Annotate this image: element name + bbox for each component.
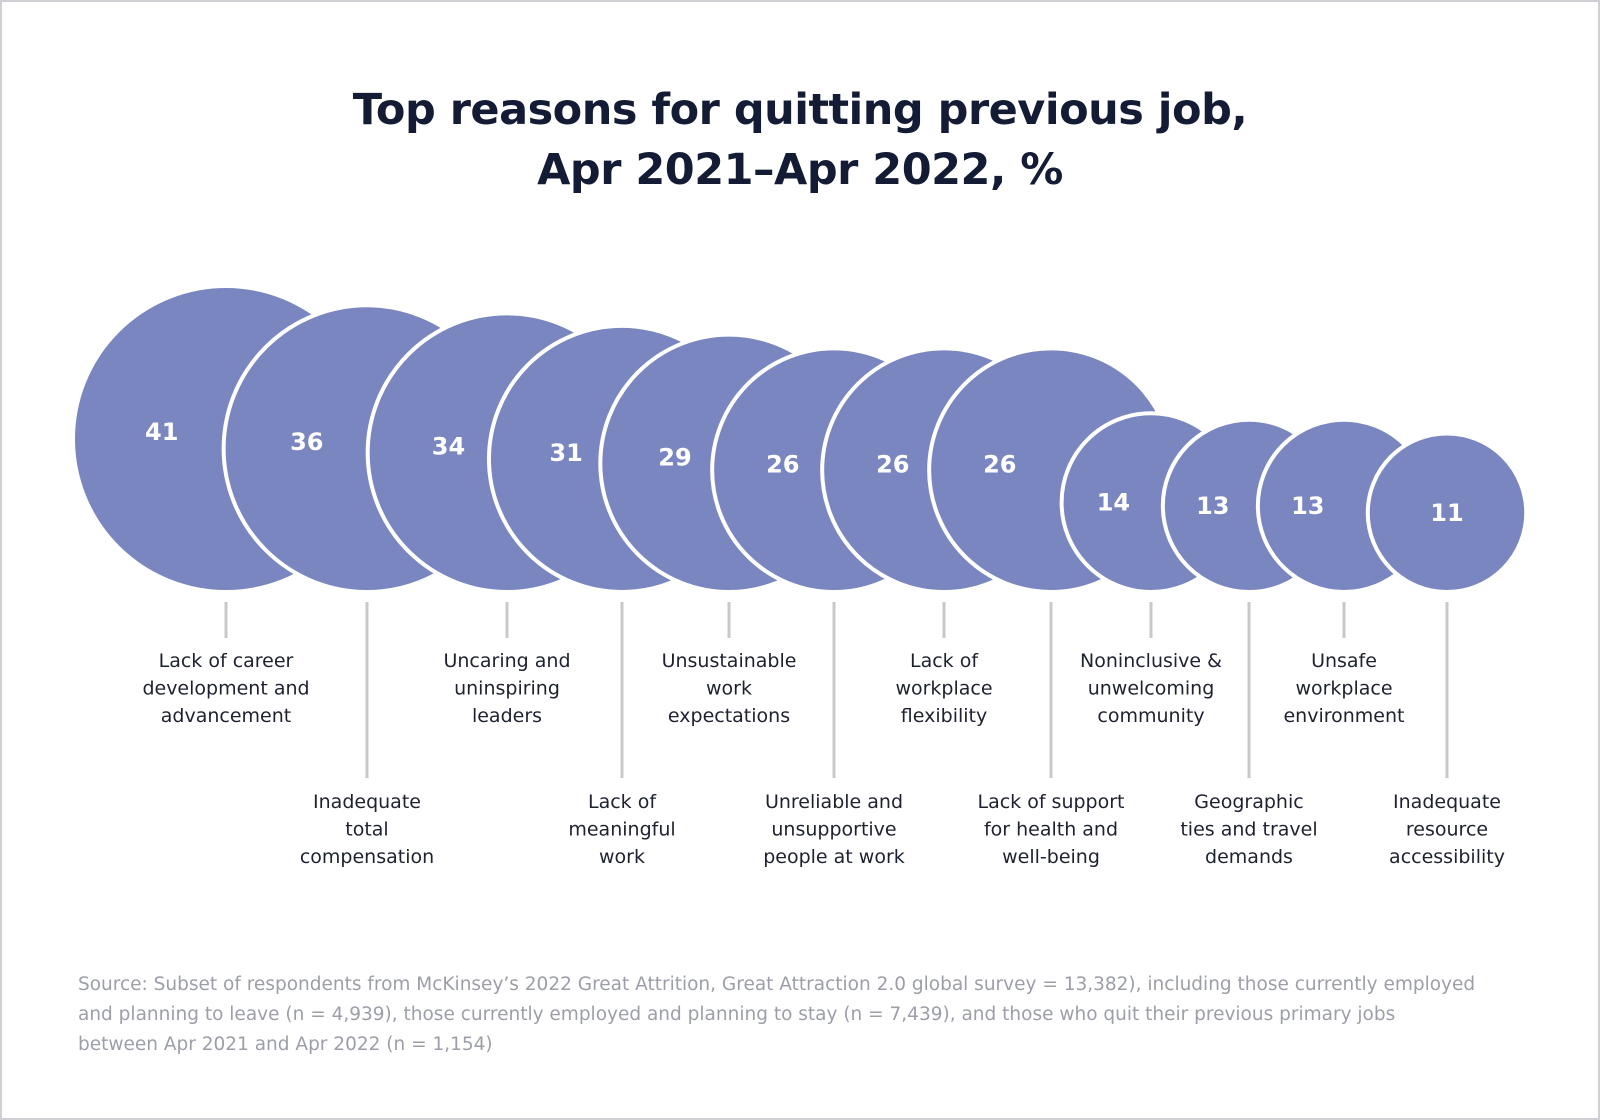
category-label-4-line-1: Lack of <box>588 791 657 813</box>
category-label-3-line-1: Uncaring and <box>443 650 570 672</box>
bubble-value-3: 34 <box>432 432 465 460</box>
category-label-9-line-3: community <box>1097 705 1204 727</box>
category-label-1-line-3: advancement <box>161 705 291 727</box>
category-label-6-line-3: people at work <box>763 846 905 868</box>
category-label-3-line-3: leaders <box>472 705 542 727</box>
category-label-5-line-1: Unsustainable <box>662 650 797 672</box>
category-label-1-line-2: development and <box>142 678 309 700</box>
source-note: Source: Subset of respondents from McKin… <box>78 974 1476 1055</box>
category-label-11-line-1: Unsafe <box>1311 650 1377 672</box>
bubble-value-7: 26 <box>876 451 909 479</box>
category-label-1-line-1: Lack of career <box>159 650 294 672</box>
category-label-9-line-2: unwelcoming <box>1088 678 1215 700</box>
bubble-value-2: 36 <box>290 428 323 456</box>
bubble-value-1: 41 <box>145 418 178 446</box>
category-label-10-line-1: Geographic <box>1194 791 1303 813</box>
category-label-10-line-3: demands <box>1205 846 1293 868</box>
bubble-value-8: 26 <box>983 451 1016 479</box>
category-label-2-line-2: total <box>345 819 388 841</box>
category-label-2-line-3: compensation <box>300 846 434 868</box>
bubble-value-10: 13 <box>1196 492 1229 520</box>
category-label-7-line-2: workplace <box>895 678 992 700</box>
bubble-value-11: 13 <box>1291 492 1324 520</box>
chart-title-line-2: Apr 2021–Apr 2022, % <box>537 145 1063 195</box>
category-label-11-line-2: workplace <box>1295 678 1392 700</box>
bubble-chart: 41 36 34 31 29 26 26 26 14 13 13 11 Lack of career de… <box>71 284 1529 868</box>
bubble-value-4: 31 <box>549 439 582 467</box>
bubble-12 <box>1365 431 1529 594</box>
category-label-6-line-1: Unreliable and <box>765 791 903 813</box>
bubble-value-6: 26 <box>766 451 799 479</box>
category-label-6-line-2: unsupportive <box>771 819 896 841</box>
category-label-7-line-3: flexibility <box>901 705 987 727</box>
category-label-3-line-2: uninspiring <box>454 678 560 700</box>
bubble-value-12: 11 <box>1430 499 1463 527</box>
category-label-8-line-2: for health and <box>984 819 1118 841</box>
category-label-8-line-3: well-being <box>1002 846 1100 868</box>
category-label-7-line-1: Lack of <box>910 650 979 672</box>
category-label-4-line-2: meaningful <box>568 819 675 841</box>
category-label-11-line-3: environment <box>1283 705 1404 727</box>
category-label-12-line-3: accessibility <box>1389 846 1505 868</box>
category-label-8-line-1: Lack of support <box>977 791 1124 813</box>
bubble-value-5: 29 <box>658 444 691 472</box>
category-label-12-line-2: resource <box>1406 819 1488 841</box>
category-label-5-line-3: expectations <box>668 705 790 727</box>
category-label-9-line-1: Noninclusive & <box>1080 650 1222 672</box>
category-label-2-line-1: Inadequate <box>313 791 421 813</box>
category-label-10-line-2: ties and travel <box>1180 819 1317 841</box>
category-label-12-line-1: Inadequate <box>1393 791 1501 813</box>
chart-title-line-1: Top reasons for quitting previous job, <box>352 85 1248 135</box>
category-label-5-line-2: work <box>706 678 752 700</box>
bubble-value-9: 14 <box>1097 489 1130 517</box>
category-label-4-line-3: work <box>599 846 645 868</box>
